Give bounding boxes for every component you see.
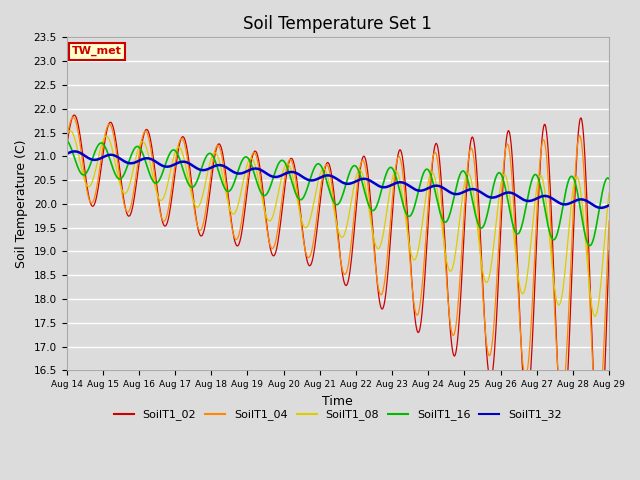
SoilT1_16 bbox=[404, 213, 412, 218]
Line: SoilT1_08: SoilT1_08 bbox=[67, 131, 609, 316]
SoilT1_32 bbox=[73, 149, 81, 155]
SoilT1_16 bbox=[129, 150, 136, 156]
SoilT1_16 bbox=[72, 160, 80, 166]
SoilT1_16 bbox=[586, 243, 593, 249]
SoilT1_16 bbox=[63, 137, 70, 143]
SoilT1_32 bbox=[184, 160, 192, 166]
Line: SoilT1_04: SoilT1_04 bbox=[67, 117, 609, 417]
SoilT1_02 bbox=[420, 284, 428, 289]
SoilT1_04 bbox=[63, 138, 70, 144]
SoilT1_08 bbox=[184, 175, 192, 180]
SoilT1_16 bbox=[420, 170, 428, 176]
SoilT1_08 bbox=[63, 133, 70, 139]
SoilT1_32 bbox=[129, 160, 137, 166]
SoilT1_04 bbox=[184, 160, 192, 166]
Text: TW_met: TW_met bbox=[72, 46, 122, 56]
SoilT1_02 bbox=[605, 248, 613, 253]
SoilT1_08 bbox=[213, 151, 221, 157]
SoilT1_16 bbox=[605, 176, 613, 182]
SoilT1_08 bbox=[73, 145, 81, 151]
SoilT1_04 bbox=[605, 218, 613, 224]
Legend: SoilT1_02, SoilT1_04, SoilT1_08, SoilT1_16, SoilT1_32: SoilT1_02, SoilT1_04, SoilT1_08, SoilT1_… bbox=[109, 405, 566, 425]
SoilT1_04 bbox=[129, 193, 137, 199]
Line: SoilT1_02: SoilT1_02 bbox=[67, 115, 609, 450]
SoilT1_08 bbox=[605, 190, 613, 196]
SoilT1_02 bbox=[184, 152, 192, 158]
SoilT1_02 bbox=[63, 145, 70, 151]
SoilT1_02 bbox=[213, 144, 221, 150]
Title: Soil Temperature Set 1: Soil Temperature Set 1 bbox=[243, 15, 432, 33]
Line: SoilT1_16: SoilT1_16 bbox=[67, 140, 609, 246]
SoilT1_32 bbox=[597, 205, 605, 211]
SoilT1_08 bbox=[67, 128, 74, 133]
SoilT1_02 bbox=[129, 203, 137, 208]
SoilT1_16 bbox=[184, 179, 191, 184]
SoilT1_32 bbox=[420, 187, 428, 193]
SoilT1_32 bbox=[71, 148, 79, 154]
X-axis label: Time: Time bbox=[323, 395, 353, 408]
SoilT1_32 bbox=[605, 203, 613, 208]
SoilT1_02 bbox=[73, 117, 81, 123]
Y-axis label: Soil Temperature (C): Soil Temperature (C) bbox=[15, 140, 28, 268]
SoilT1_08 bbox=[420, 205, 428, 211]
SoilT1_08 bbox=[591, 313, 598, 319]
SoilT1_04 bbox=[420, 258, 428, 264]
SoilT1_04 bbox=[404, 237, 412, 242]
SoilT1_02 bbox=[595, 447, 603, 453]
SoilT1_04 bbox=[213, 144, 221, 149]
SoilT1_16 bbox=[212, 160, 220, 166]
SoilT1_32 bbox=[404, 182, 412, 188]
SoilT1_32 bbox=[63, 151, 70, 157]
Line: SoilT1_32: SoilT1_32 bbox=[67, 151, 609, 208]
SoilT1_08 bbox=[404, 236, 412, 242]
SoilT1_08 bbox=[129, 168, 137, 174]
SoilT1_32 bbox=[213, 163, 221, 168]
SoilT1_04 bbox=[73, 124, 81, 130]
SoilT1_02 bbox=[404, 225, 412, 230]
SoilT1_04 bbox=[70, 114, 77, 120]
SoilT1_04 bbox=[594, 414, 602, 420]
SoilT1_02 bbox=[70, 112, 78, 118]
